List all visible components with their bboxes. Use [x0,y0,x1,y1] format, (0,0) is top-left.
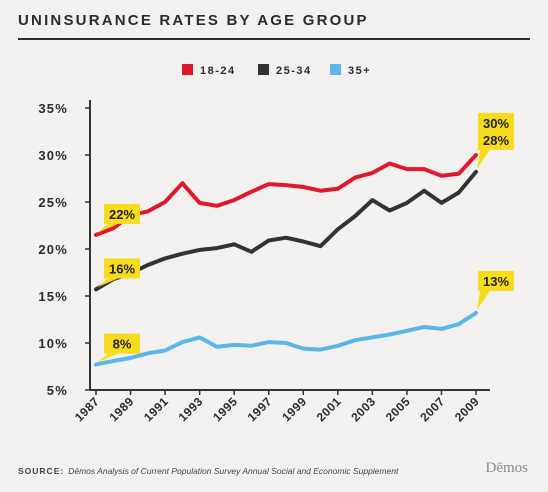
x-tick-label: 1995 [210,394,240,424]
chart-title: UNINSURANCE RATES BY AGE GROUP [18,12,369,29]
y-tick-label: 20% [38,242,68,257]
x-tick-label: 1999 [279,394,309,424]
y-tick-label: 30% [38,148,68,163]
brand-logo: Dēmos [485,460,529,476]
x-tick-label: 1991 [141,394,171,424]
x-tick-label: 1989 [106,394,136,424]
callout-label: 8% [113,337,132,352]
series-line [94,310,478,367]
y-tick-label: 5% [47,383,68,398]
source-note: SOURCE: Dēmos Analysis of Current Populat… [18,466,398,476]
legend-swatch [258,64,269,75]
legend-swatch [330,64,341,75]
chart-legend: 18-24 25-34 35+ [182,64,371,77]
value-callout [477,270,514,310]
x-tick-label: 2009 [452,394,482,424]
x-tick-label: 2007 [417,394,447,424]
callout-label: 30% [483,116,509,131]
value-callout [97,333,140,363]
legend-label: 25-34 [276,65,312,77]
callout-label: 16% [109,261,135,276]
x-tick-label: 2005 [383,394,413,424]
legend-label: 18-24 [200,65,236,77]
x-tick-label: 1987 [72,394,102,424]
source-label: SOURCE: [18,466,65,476]
value-callout [97,258,140,288]
callout-label: 28% [483,133,509,148]
x-tick-label: 1993 [176,394,206,424]
title-rule [18,38,530,40]
x-tick-label: 2001 [314,394,344,424]
series-line [94,153,478,237]
x-tick-label: 1997 [245,394,275,424]
series-line [94,169,478,292]
y-tick-label: 25% [38,195,68,210]
legend-label: 35+ [348,65,371,77]
x-tick-label: 2003 [348,394,378,424]
y-tick-label: 15% [38,289,68,304]
value-callout [477,129,514,169]
value-callout [97,203,140,233]
chart-callouts: 22% 16% 8% 30% 28% 13% [97,113,514,363]
y-tick-label: 10% [38,336,68,351]
legend-swatch [182,64,193,75]
chart-series [94,153,478,367]
source-text: Dēmos Analysis of Current Population Sur… [68,466,399,476]
callout-label: 22% [109,207,135,222]
callout-label: 13% [483,274,509,289]
y-tick-label: 35% [38,101,68,116]
